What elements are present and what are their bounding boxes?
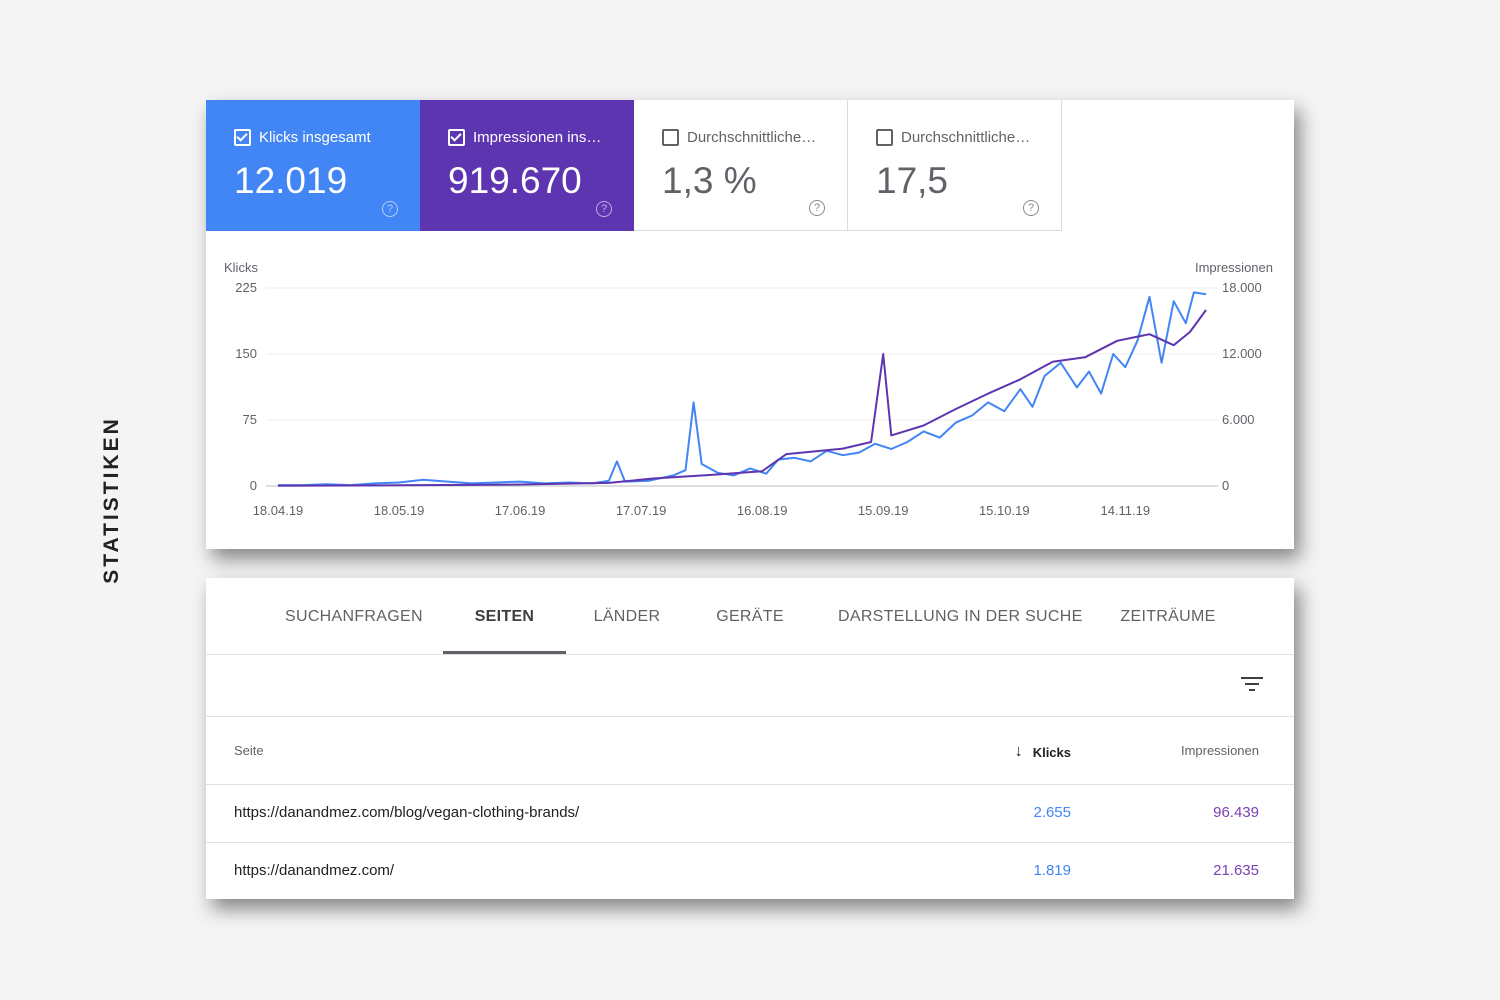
- dimension-tabs: SUCHANFRAGEN SEITEN LÄNDER GERÄTE DARSTE…: [206, 578, 1294, 655]
- table-header: Seite ↓ Klicks Impressionen: [206, 717, 1294, 785]
- column-header-impressionen[interactable]: Impressionen: [1180, 743, 1259, 758]
- tab-geraete[interactable]: GERÄTE: [716, 608, 784, 625]
- filter-bar: [206, 655, 1294, 717]
- y-left-tick-label: 150: [235, 346, 257, 361]
- checkbox-checked-icon[interactable]: [234, 129, 251, 146]
- tab-darstellung-in-der-suche[interactable]: DARSTELLUNG IN DER SUCHE: [838, 608, 1083, 625]
- metric-value-average-ctr: 1,3 %: [662, 160, 757, 201]
- x-tick-label: 18.04.19: [253, 503, 304, 518]
- metric-label-row: Klicks insgesamt: [234, 129, 371, 146]
- metric-label-row: Durchschnittliche…: [876, 129, 1030, 146]
- tab-suchanfragen[interactable]: SUCHANFRAGEN: [285, 608, 423, 625]
- arrow-down-icon: ↓: [1014, 743, 1023, 760]
- metric-value-total-impressions: 919.670: [448, 160, 582, 201]
- row-page-url[interactable]: https://danandmez.com/: [234, 862, 395, 879]
- x-tick-label: 14.11.19: [1100, 503, 1150, 518]
- x-tick-label: 15.10.19: [979, 503, 1030, 518]
- column-header-seite[interactable]: Seite: [234, 743, 264, 758]
- y-left-tick-label: 225: [235, 280, 257, 295]
- row-clicks: 1.819: [1033, 862, 1071, 879]
- metric-value-average-position: 17,5: [876, 160, 949, 201]
- column-header-klicks-label: Klicks: [1032, 744, 1071, 760]
- series-line-impressionen: [277, 309, 1207, 487]
- metric-label-total-impressions: Impressionen ins…: [473, 129, 602, 146]
- series-line-klicks: [278, 291, 1207, 487]
- help-circle-icon[interactable]: ?: [809, 200, 825, 216]
- checkbox-unchecked-icon[interactable]: [876, 129, 893, 146]
- help-circle-icon[interactable]: ?: [382, 201, 398, 217]
- metric-label-row: Impressionen ins…: [448, 129, 601, 146]
- side-label-statistiken: STATISTIKEN: [100, 416, 123, 584]
- table-row[interactable]: https://danandmez.com/blog/vegan-clothin…: [206, 785, 1294, 843]
- metric-label-average-position: Durchschnittliche…: [901, 129, 1031, 146]
- y-right-tick-label: 12.000: [1222, 346, 1262, 361]
- metric-label-total-clicks: Klicks insgesamt: [259, 129, 371, 146]
- metric-tile-total-clicks[interactable]: Klicks insgesamt 12.019 ?: [206, 100, 420, 231]
- y-left-tick-label: 75: [243, 412, 257, 427]
- metric-value-total-clicks: 12.019: [234, 160, 348, 201]
- y-right-tick-label: 18.000: [1222, 280, 1262, 295]
- help-circle-icon[interactable]: ?: [596, 201, 612, 217]
- metric-tile-average-position[interactable]: Durchschnittliche… 17,5 ?: [848, 100, 1062, 231]
- pages-table-card: SUCHANFRAGEN SEITEN LÄNDER GERÄTE DARSTE…: [206, 578, 1294, 899]
- x-tick-label: 18.05.19: [374, 503, 425, 518]
- y-left-tick-label: 0: [250, 478, 257, 493]
- y-right-tick-label: 0: [1222, 478, 1229, 493]
- filter-list-icon[interactable]: [1240, 675, 1264, 693]
- row-clicks: 2.655: [1033, 804, 1071, 821]
- help-circle-icon[interactable]: ?: [1023, 200, 1039, 216]
- metric-tile-total-impressions[interactable]: Impressionen ins… 919.670 ?: [420, 100, 634, 231]
- y-right-axis-title: Impressionen: [1195, 260, 1273, 275]
- table-row[interactable]: https://danandmez.com/ 1.819 21.635: [206, 843, 1294, 900]
- performance-card: Klicks insgesamt 12.019 ? Impressionen i…: [206, 100, 1294, 549]
- checkbox-unchecked-icon[interactable]: [662, 129, 679, 146]
- row-impressions: 96.439: [1213, 804, 1259, 821]
- active-tab-indicator: [443, 651, 566, 654]
- tab-zeitraeume[interactable]: ZEITRÄUME: [1120, 608, 1216, 625]
- row-page-url[interactable]: https://danandmez.com/blog/vegan-clothin…: [234, 804, 580, 821]
- x-tick-label: 17.06.19: [495, 503, 546, 518]
- y-left-axis-title: Klicks: [224, 260, 258, 275]
- column-header-klicks[interactable]: ↓ Klicks: [1015, 743, 1071, 761]
- performance-chart[interactable]: Klicks Impressionen 0 0 75 6.000 150 12.000 225 1…: [206, 250, 1294, 549]
- x-tick-label: 17.07.19: [616, 503, 667, 518]
- tab-seiten[interactable]: SEITEN: [474, 608, 535, 625]
- y-right-tick-label: 6.000: [1222, 412, 1255, 427]
- metric-tile-average-ctr[interactable]: Durchschnittliche… 1,3 % ?: [634, 100, 848, 231]
- x-tick-label: 16.08.19: [737, 503, 788, 518]
- x-tick-label: 15.09.19: [858, 503, 909, 518]
- tab-laender[interactable]: LÄNDER: [593, 608, 661, 625]
- checkbox-checked-icon[interactable]: [448, 129, 465, 146]
- metric-tiles: Klicks insgesamt 12.019 ? Impressionen i…: [206, 100, 1062, 231]
- metric-label-row: Durchschnittliche…: [662, 129, 816, 146]
- metric-label-average-ctr: Durchschnittliche…: [687, 129, 817, 146]
- row-impressions: 21.635: [1213, 862, 1259, 879]
